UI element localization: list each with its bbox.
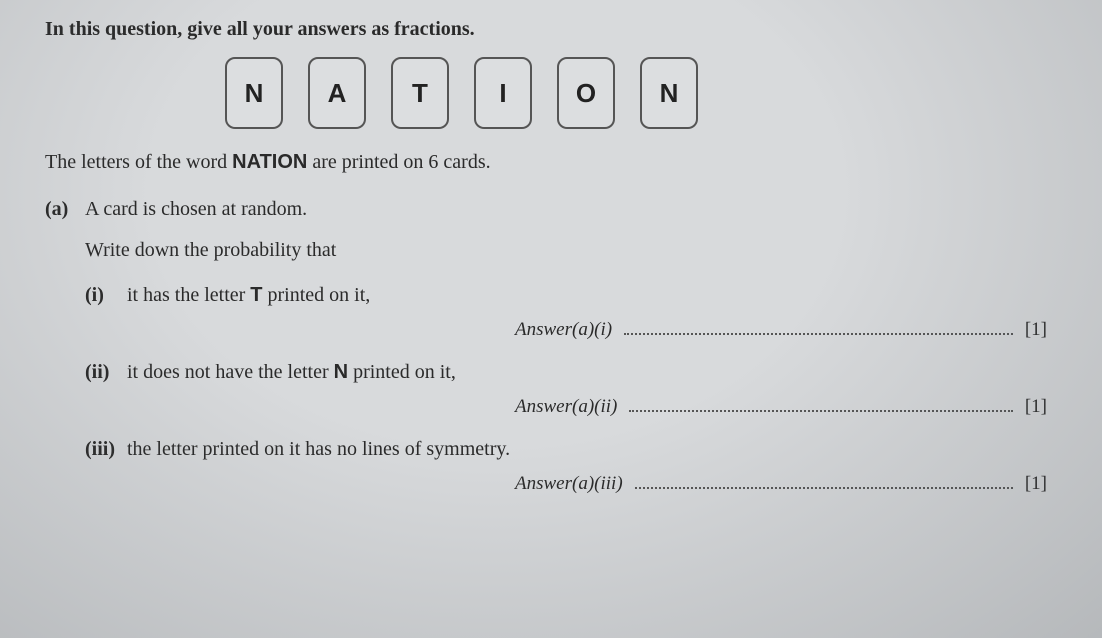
card: N: [640, 57, 698, 129]
instruction-text: In this question, give all your answers …: [45, 18, 1057, 41]
part-a: (a) A card is chosen at random.: [45, 198, 1057, 221]
answer-label-i: Answer(a)(i): [515, 319, 612, 341]
sub-i: (i) it has the letter T printed on it,: [85, 284, 1057, 307]
answer-label-ii: Answer(a)(ii): [515, 396, 617, 418]
card-letter: O: [576, 78, 596, 109]
card: N: [225, 57, 283, 129]
sub-ii-label: (ii): [85, 361, 127, 384]
card-letter: N: [660, 78, 679, 109]
answer-row-i: Answer(a)(i) [1]: [515, 319, 1057, 341]
answer-blank-iii[interactable]: [635, 475, 1013, 489]
intro-suffix: are printed on 6 cards.: [307, 151, 490, 173]
sub-ii: (ii) it does not have the letter N print…: [85, 361, 1057, 384]
sub-ii-prefix: it does not have the letter: [127, 361, 334, 383]
card: O: [557, 57, 615, 129]
answer-blank-i[interactable]: [624, 321, 1013, 335]
sub-iii-text: the letter printed on it has no lines of…: [127, 438, 1057, 461]
sub-i-bold: T: [250, 284, 262, 306]
card: T: [391, 57, 449, 129]
part-a-line2: Write down the probability that: [85, 239, 1057, 262]
cards-row: N A T I O N: [225, 57, 1057, 129]
marks-iii: [1]: [1025, 473, 1047, 495]
answer-row-ii: Answer(a)(ii) [1]: [515, 396, 1057, 418]
sub-iii: (iii) the letter printed on it has no li…: [85, 438, 1057, 461]
card: A: [308, 57, 366, 129]
intro-word: NATION: [232, 151, 307, 173]
sub-i-suffix: printed on it,: [263, 284, 371, 306]
card-letter: T: [412, 78, 428, 109]
sub-i-label: (i): [85, 284, 127, 307]
sub-iii-label: (iii): [85, 438, 127, 461]
card-letter: N: [245, 78, 264, 109]
sub-ii-text: it does not have the letter N printed on…: [127, 361, 1057, 384]
answer-label-iii: Answer(a)(iii): [515, 473, 623, 495]
marks-ii: [1]: [1025, 396, 1047, 418]
card-letter: A: [328, 78, 347, 109]
sub-ii-suffix: printed on it,: [348, 361, 456, 383]
sub-i-prefix: it has the letter: [127, 284, 250, 306]
sub-ii-bold: N: [334, 361, 348, 383]
marks-i: [1]: [1025, 319, 1047, 341]
answer-blank-ii[interactable]: [629, 398, 1012, 412]
card-letter: I: [499, 78, 506, 109]
sub-i-text: it has the letter T printed on it,: [127, 284, 1057, 307]
part-a-label: (a): [45, 198, 85, 221]
intro-line: The letters of the word NATION are print…: [45, 151, 1057, 174]
intro-prefix: The letters of the word: [45, 151, 232, 173]
part-a-line1: A card is chosen at random.: [85, 198, 1057, 221]
part-a-line2-row: Write down the probability that: [85, 239, 1057, 262]
answer-row-iii: Answer(a)(iii) [1]: [515, 473, 1057, 495]
card: I: [474, 57, 532, 129]
